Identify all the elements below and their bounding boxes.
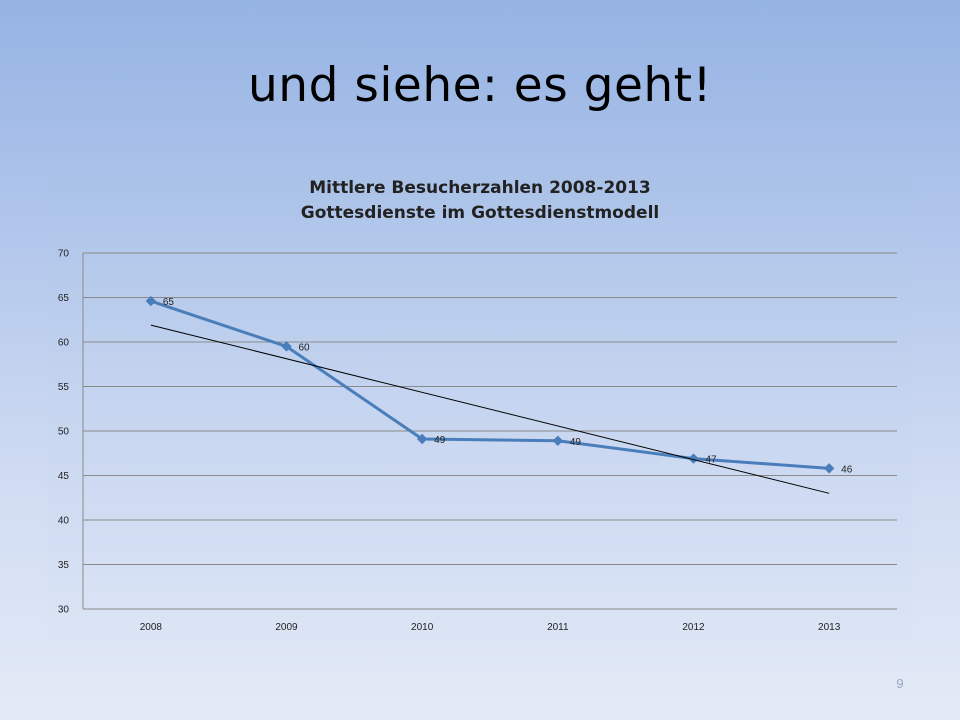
- data-point-marker: [416, 433, 428, 445]
- data-label: 49: [434, 435, 446, 446]
- chart-title-line-1: Mittlere Besucherzahlen 2008-2013: [309, 178, 651, 198]
- trendline: [150, 324, 830, 494]
- chart-title-line-2: Gottesdienste im Gottesdienstmodell: [300, 203, 660, 223]
- y-tick-label: 45: [58, 471, 70, 482]
- data-point-marker: [823, 463, 835, 474]
- y-tick-label: 30: [58, 605, 70, 616]
- x-tick-label: 2010: [411, 622, 434, 633]
- x-tick-label: 2008: [140, 622, 163, 633]
- x-tick-label: 2012: [682, 622, 705, 633]
- data-label: 65: [163, 297, 175, 308]
- chart-title: Mittlere Besucherzahlen 2008-2013 Gottes…: [47, 176, 913, 226]
- slide-title: und siehe: es geht!: [248, 58, 712, 113]
- x-tick-label: 2013: [818, 622, 841, 633]
- data-label: 46: [841, 464, 853, 475]
- y-tick-label: 70: [58, 249, 70, 260]
- data-point-marker: [688, 453, 699, 464]
- y-tick-label: 55: [58, 382, 70, 393]
- series-line: [150, 299, 830, 470]
- x-tick-label: 2011: [547, 622, 569, 633]
- y-tick-label: 60: [58, 338, 70, 349]
- data-label: 49: [570, 437, 582, 448]
- page-number: 9: [896, 676, 904, 691]
- data-label: 60: [299, 342, 311, 353]
- y-tick-label: 40: [58, 516, 70, 527]
- data-point-marker: [145, 295, 157, 307]
- line-chart: 30 35 40 45 50 55 60 65 70 2008 2009 2010 2011 2012 20…: [58, 249, 897, 633]
- data-label: 47: [706, 455, 718, 466]
- chart-panel: Mittlere Besucherzahlen 2008-2013 Gottes…: [47, 168, 913, 644]
- data-point-marker: [552, 435, 564, 446]
- y-tick-label: 50: [58, 427, 70, 438]
- y-tick-label: 35: [58, 560, 70, 571]
- data-point-marker: [281, 341, 292, 352]
- x-tick-label: 2009: [275, 622, 298, 633]
- y-tick-label: 65: [58, 293, 70, 304]
